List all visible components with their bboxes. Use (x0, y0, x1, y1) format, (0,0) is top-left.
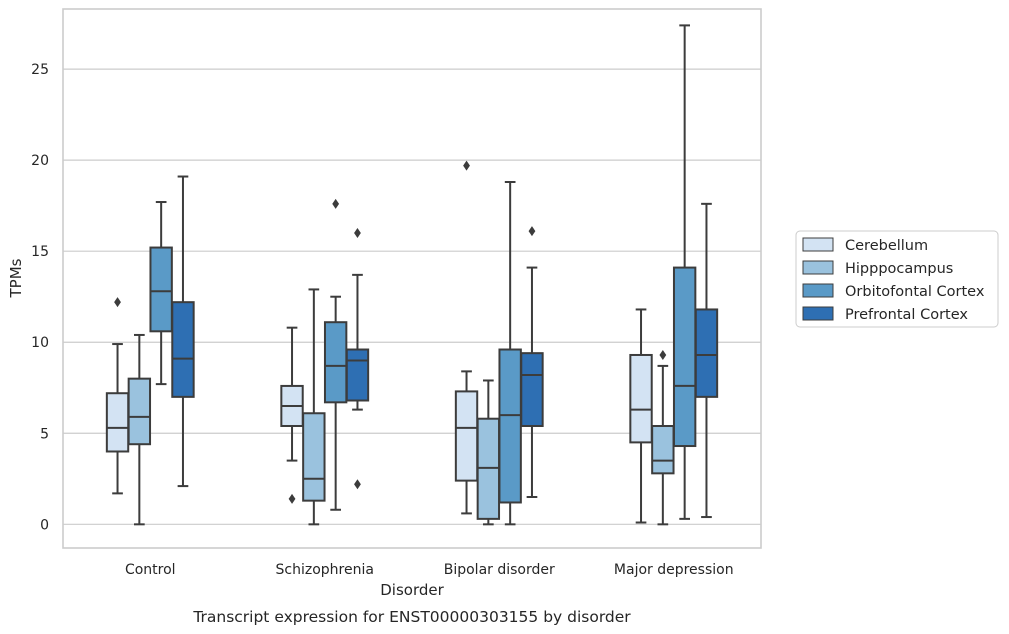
x-axis-title: Disorder (380, 581, 444, 599)
box-iqr (302, 412, 326, 502)
box-plot (498, 180, 522, 526)
box-plot (149, 201, 173, 386)
legend-label: Hipppocampus (845, 261, 953, 277)
y-tick-label: 0 (40, 517, 49, 533)
y-tick-label: 10 (31, 335, 49, 351)
box-plot (127, 333, 152, 526)
x-tick-label: Major depression (614, 562, 734, 578)
box-plot (280, 326, 304, 504)
box-iqr (498, 348, 522, 504)
outlier-point (332, 198, 340, 209)
y-tick-label: 15 (31, 244, 49, 260)
box-iqr (149, 246, 173, 333)
box-plot (672, 24, 697, 520)
legend-swatch (802, 260, 834, 275)
x-tick-label: Schizophrenia (276, 562, 374, 578)
outlier-point (354, 479, 361, 490)
box-plot (694, 202, 719, 519)
legend-swatch (802, 237, 834, 252)
box-plot (323, 198, 348, 511)
legend-item: Prefrontal Cortex (802, 306, 968, 323)
legend-frame (795, 230, 999, 328)
box-iqr (323, 321, 348, 404)
box-plot (345, 227, 370, 490)
box-plot (171, 175, 195, 488)
y-axis-title: TPMs (7, 258, 25, 298)
x-tick-label: Bipolar disorder (444, 562, 555, 578)
box-plot (454, 160, 479, 515)
outlier-point (659, 349, 667, 360)
legend-item: Hipppocampus (802, 260, 953, 277)
box-iqr (454, 390, 479, 482)
y-tick-label: 5 (40, 426, 49, 442)
x-tick-label: Control (125, 562, 176, 578)
box-iqr (651, 424, 675, 475)
legend-label: Prefrontal Cortex (845, 307, 968, 323)
box-iqr (672, 266, 697, 448)
legend-label: Cerebellum (845, 238, 928, 254)
box-plot (651, 349, 675, 526)
y-tick-label: 25 (31, 62, 49, 78)
box-iqr (105, 392, 130, 453)
plot-frame (62, 8, 762, 549)
legend-item: Cerebellum (802, 237, 928, 254)
outlier-point (354, 227, 361, 238)
box-iqr (171, 301, 195, 398)
legend-swatch (802, 283, 834, 298)
box-iqr (127, 377, 152, 446)
box-iqr (694, 308, 719, 398)
box-groups (105, 24, 719, 526)
box-plot (105, 297, 130, 495)
outlier-point (288, 493, 296, 504)
legend-item: Orbitofontal Cortex (802, 283, 985, 300)
legend: Cerebellum Hipppocampus Orbitofontal Corte… (795, 230, 999, 328)
box-plot (476, 379, 501, 526)
outlier-point (528, 226, 536, 237)
box-plot (629, 308, 653, 524)
legend-swatch (802, 306, 834, 321)
outlier-point (114, 297, 121, 308)
outlier-point (463, 160, 470, 171)
box-plot (520, 226, 544, 499)
legend-label: Orbitofontal Cortex (845, 284, 985, 300)
x-tick-labels: Control Schizophrenia Bipolar disorder Majo… (125, 562, 734, 578)
y-tick-labels: 0 5 10 15 20 25 (31, 62, 49, 533)
chart-caption: Transcript expression for ENST0000030315… (192, 608, 631, 626)
box-iqr (520, 352, 544, 427)
y-tick-label: 20 (31, 153, 49, 169)
box-iqr (629, 353, 653, 444)
box-plot (302, 288, 326, 526)
box-iqr (345, 348, 370, 402)
